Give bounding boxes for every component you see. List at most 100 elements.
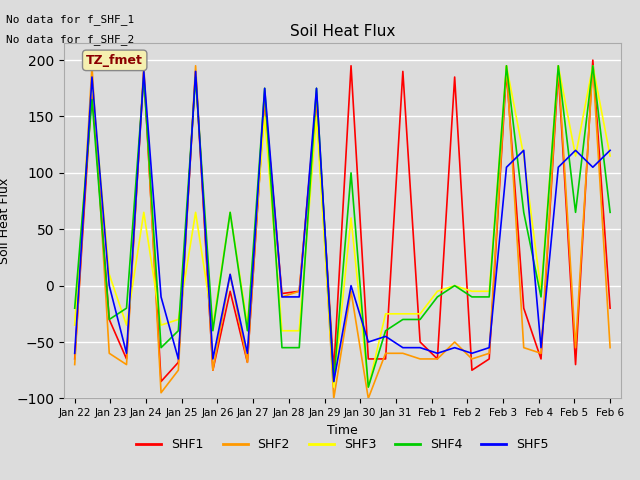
- Y-axis label: Soil Heat Flux: Soil Heat Flux: [0, 178, 11, 264]
- SHF4: [572, 209, 579, 215]
- SHF3: [313, 114, 321, 120]
- SHF5: [606, 147, 614, 153]
- SHF4: [554, 63, 562, 69]
- SHF3: [381, 311, 389, 317]
- SHF3: [106, 272, 113, 277]
- SHF5: [364, 339, 372, 345]
- SHF5: [381, 334, 389, 339]
- SHF5: [313, 85, 321, 91]
- SHF2: [192, 63, 200, 69]
- SHF4: [71, 305, 79, 311]
- SHF4: [589, 63, 596, 69]
- SHF3: [468, 288, 476, 294]
- SHF1: [71, 356, 79, 362]
- SHF2: [589, 63, 596, 69]
- SHF3: [572, 153, 579, 159]
- SHF1: [278, 291, 286, 297]
- SHF3: [364, 384, 372, 390]
- SHF4: [209, 328, 217, 334]
- SHF4: [485, 294, 493, 300]
- Line: SHF5: SHF5: [75, 72, 610, 382]
- SHF5: [71, 350, 79, 356]
- SHF3: [399, 311, 406, 317]
- SHF1: [157, 379, 165, 384]
- SHF5: [106, 283, 113, 288]
- SHF1: [520, 305, 527, 311]
- SHF1: [416, 339, 424, 345]
- SHF1: [330, 367, 338, 373]
- Text: No data for f_SHF_2: No data for f_SHF_2: [6, 34, 134, 45]
- SHF1: [606, 305, 614, 311]
- SHF3: [244, 322, 252, 328]
- SHF4: [175, 328, 182, 334]
- SHF5: [209, 356, 217, 362]
- SHF5: [347, 283, 355, 288]
- SHF1: [296, 288, 303, 294]
- SHF3: [140, 209, 148, 215]
- Text: No data for f_SHF_1: No data for f_SHF_1: [6, 14, 134, 25]
- SHF4: [502, 63, 510, 69]
- SHF1: [589, 57, 596, 63]
- SHF5: [572, 147, 579, 153]
- SHF2: [71, 362, 79, 368]
- SHF2: [606, 345, 614, 350]
- SHF5: [416, 345, 424, 350]
- SHF1: [106, 317, 113, 323]
- SHF3: [347, 215, 355, 221]
- SHF3: [192, 209, 200, 215]
- SHF4: [381, 328, 389, 334]
- SHF3: [157, 322, 165, 328]
- SHF4: [106, 317, 113, 323]
- SHF4: [520, 209, 527, 215]
- SHF1: [347, 63, 355, 69]
- SHF5: [468, 350, 476, 356]
- SHF3: [589, 63, 596, 69]
- SHF1: [537, 356, 545, 362]
- SHF5: [140, 69, 148, 74]
- SHF5: [520, 147, 527, 153]
- Line: SHF4: SHF4: [75, 66, 610, 387]
- SHF4: [606, 209, 614, 215]
- SHF2: [330, 396, 338, 401]
- SHF5: [88, 74, 96, 80]
- SHF2: [347, 288, 355, 294]
- SHF2: [433, 356, 441, 362]
- SHF3: [433, 288, 441, 294]
- SHF2: [140, 63, 148, 69]
- SHF4: [123, 305, 131, 311]
- SHF4: [227, 209, 234, 215]
- SHF2: [502, 63, 510, 69]
- Line: SHF3: SHF3: [75, 66, 610, 387]
- SHF2: [123, 362, 131, 368]
- SHF2: [416, 356, 424, 362]
- X-axis label: Time: Time: [327, 424, 358, 437]
- SHF3: [502, 63, 510, 69]
- SHF2: [106, 350, 113, 356]
- SHF2: [537, 350, 545, 356]
- SHF2: [485, 350, 493, 356]
- Legend: SHF1, SHF2, SHF3, SHF4, SHF5: SHF1, SHF2, SHF3, SHF4, SHF5: [131, 433, 554, 456]
- SHF3: [209, 322, 217, 328]
- SHF3: [330, 384, 338, 390]
- SHF3: [278, 328, 286, 334]
- SHF2: [313, 95, 321, 100]
- SHF2: [175, 367, 182, 373]
- SHF2: [364, 396, 372, 401]
- SHF5: [192, 69, 200, 74]
- SHF3: [88, 80, 96, 85]
- Line: SHF2: SHF2: [75, 66, 610, 398]
- SHF3: [606, 153, 614, 159]
- SHF3: [296, 328, 303, 334]
- SHF5: [175, 356, 182, 362]
- SHF1: [433, 356, 441, 362]
- SHF3: [520, 153, 527, 159]
- SHF4: [330, 379, 338, 384]
- SHF5: [330, 379, 338, 384]
- SHF5: [296, 294, 303, 300]
- SHF2: [278, 294, 286, 300]
- SHF1: [244, 360, 252, 365]
- SHF4: [244, 328, 252, 334]
- SHF3: [416, 311, 424, 317]
- SHF5: [589, 164, 596, 170]
- SHF1: [261, 96, 269, 102]
